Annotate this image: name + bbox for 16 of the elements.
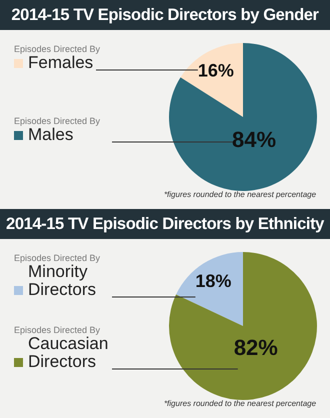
slice-label: Episodes Directed By Minority Directors [14,253,102,299]
slice-label: Episodes Directed By Females [14,44,102,72]
pie-slice [180,43,243,117]
slice-label: Episodes Directed By Caucasian Directors [14,325,110,371]
chart-title: 2014-15 TV Episodic Directors by Ethnicity [0,209,330,239]
pie-slice [176,252,243,326]
data-label: 16% [198,60,234,81]
data-label: 18% [195,271,232,292]
text: *figures rounded to the nearest percentage [162,190,318,199]
data-label: 84% [232,126,276,152]
chart-title: 2014-15 TV Episodic Directors by Gender [0,0,330,30]
slice-label: Episodes Directed By Males [14,116,102,144]
data-label: 82% [234,334,278,360]
pie-slice [169,43,317,191]
text: *figures rounded to the nearest percentage [162,399,318,408]
pie-slice [169,252,317,400]
